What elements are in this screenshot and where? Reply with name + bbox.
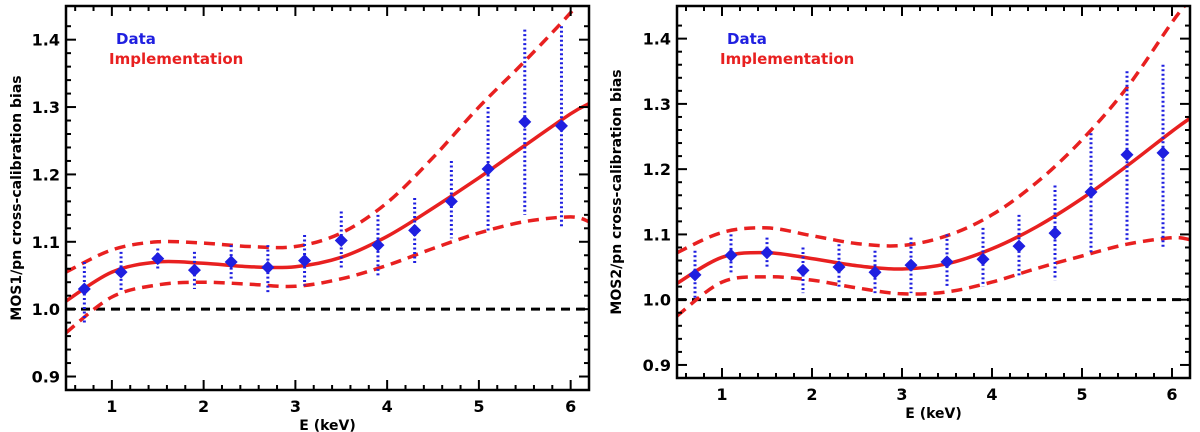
data-point-7 [298,254,312,268]
data-point-6 [868,265,882,279]
data-point-5 [224,255,238,269]
data-point-12 [1084,185,1098,199]
data-point-10 [1012,239,1026,253]
legend-entry-implementation: Implementation [720,50,854,68]
y-tick-label-3: 1.1 [643,225,671,244]
data-point-10 [408,223,422,237]
data-point-11 [444,194,458,208]
data-point-3 [151,252,165,266]
legend-entry-implementation: Implementation [109,50,243,68]
x-tick-label-5: 5 [1076,385,1087,404]
data-point-9 [976,252,990,266]
legend-entry-data: Data [116,30,156,48]
data-point-14 [554,119,568,133]
y-tick-label-1: 0.9 [32,368,60,387]
chart-mos1: 1 2 3 4 5 6 0.9 1.0 1.1 1.2 1.3 1.4 E (keV) MOS1/pn c… [9,4,591,432]
y-tick-label-6: 1.4 [643,30,671,49]
y-axis-label: MOS1/pn cross-calibration bias [9,75,25,320]
x-tick-label-6: 6 [1166,385,1177,404]
data-point-1 [77,282,91,296]
plot-frame [64,4,591,392]
model-curve [677,116,1190,285]
data-point-8 [334,233,348,247]
x-tick-label-4: 4 [382,397,393,416]
y-tick-label-1: 0.9 [643,356,671,375]
data-point-13 [518,115,532,129]
y-tick-label-2: 1.0 [32,300,60,319]
chart-mos2: 1 2 3 4 5 6 0.9 1.0 1.1 1.2 1.3 1.4 E (keV) MOS2/pn c… [609,4,1192,422]
chart-panel-mos2: 1 2 3 4 5 6 0.9 1.0 1.1 1.2 1.3 1.4 E (keV) MOS2/pn c… [600,0,1200,432]
y-tick-label-6: 1.4 [32,31,60,50]
plot-frame [675,4,1192,380]
data-point-14 [1156,146,1170,160]
data-point-2 [724,248,738,262]
x-tick-label-3: 3 [290,397,301,416]
x-tick-label-2: 2 [806,385,817,404]
plot-area [677,6,1190,318]
chart-panel-mos1: 1 2 3 4 5 6 0.9 1.0 1.1 1.2 1.3 1.4 E (keV) MOS1/pn c… [9,4,591,432]
x-tick-label-2: 2 [198,397,209,416]
model-lower-bound [66,215,589,335]
data-point-6 [261,260,275,274]
data-point-12 [481,162,495,176]
data-point-5 [832,260,846,274]
data-point-9 [371,238,385,252]
legend-entry-data: Data [727,30,767,48]
data-point-7 [904,258,918,272]
x-tick-label-5: 5 [473,397,484,416]
data-point-1 [688,268,702,282]
x-axis-label: E (keV) [905,406,962,422]
x-tick-label-1: 1 [716,385,727,404]
x-tick-label-4: 4 [986,385,997,404]
data-point-3 [760,246,774,260]
data-point-2 [114,265,128,279]
data-point-11 [1048,226,1062,240]
y-axis-label: MOS2/pn cross-calibration bias [609,69,625,314]
y-tick-label-5: 1.3 [32,98,60,117]
model-upper-bound [66,6,579,274]
data-point-13 [1120,148,1134,162]
x-tick-label-6: 6 [565,397,576,416]
x-tick-label-3: 3 [896,385,907,404]
plot-area [66,6,589,335]
y-tick-label-4: 1.2 [32,165,60,184]
data-point-8 [940,255,954,269]
x-axis-label: E (keV) [299,418,356,432]
model-lower-bound [677,235,1190,318]
model-curve [66,102,589,303]
data-point-4 [796,263,810,277]
y-tick-label-4: 1.2 [643,160,671,179]
y-tick-label-3: 1.1 [32,233,60,252]
data-point-4 [187,263,201,277]
y-tick-label-5: 1.3 [643,95,671,114]
y-tick-label-2: 1.0 [643,291,671,310]
x-tick-label-1: 1 [106,397,117,416]
